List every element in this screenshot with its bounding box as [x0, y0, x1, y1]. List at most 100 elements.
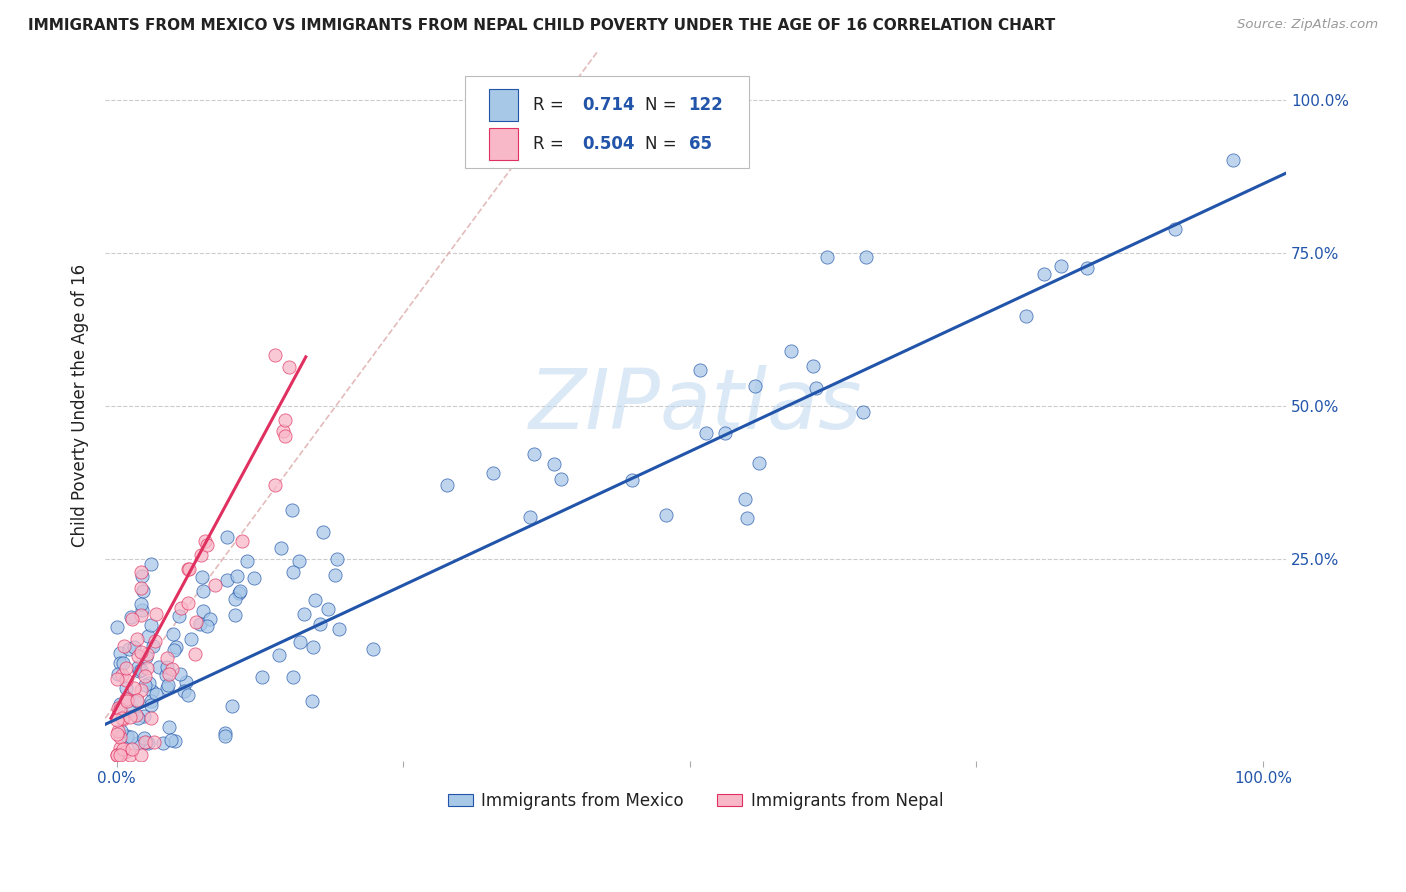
- Point: [143, 634, 166, 648]
- Text: 65: 65: [689, 135, 711, 153]
- Point: [131, 608, 153, 623]
- Point: [180, 632, 202, 646]
- Point: [156, 660, 179, 674]
- Point: [163, 733, 186, 747]
- Point: [744, 378, 766, 392]
- Point: [621, 473, 644, 487]
- Point: [288, 554, 311, 568]
- Point: [118, 747, 141, 762]
- Point: [105, 727, 128, 741]
- Point: [108, 747, 131, 762]
- Point: [280, 503, 302, 517]
- Point: [115, 692, 138, 706]
- Point: [108, 657, 131, 671]
- Point: [271, 425, 294, 439]
- Point: [125, 692, 148, 706]
- Point: [779, 344, 801, 359]
- Point: [115, 729, 138, 743]
- Point: [1163, 221, 1185, 235]
- Point: [131, 581, 153, 595]
- Point: [193, 604, 215, 618]
- Point: [145, 687, 167, 701]
- Point: [129, 597, 152, 611]
- Bar: [489, 88, 519, 120]
- Point: [243, 571, 266, 585]
- Point: [309, 616, 332, 631]
- Point: [852, 405, 875, 419]
- Point: [815, 250, 838, 264]
- Point: [115, 694, 138, 708]
- Point: [117, 691, 139, 706]
- Point: [105, 620, 128, 634]
- Point: [204, 578, 226, 592]
- Point: [120, 610, 142, 624]
- Point: [156, 681, 179, 695]
- Point: [436, 478, 458, 492]
- Point: [127, 632, 149, 646]
- Point: [134, 735, 156, 749]
- Point: [655, 508, 678, 522]
- Point: [112, 712, 135, 726]
- Point: [215, 573, 238, 587]
- Point: [326, 551, 349, 566]
- Text: Source: ZipAtlas.com: Source: ZipAtlas.com: [1237, 18, 1378, 31]
- Point: [713, 425, 735, 440]
- Point: [114, 681, 136, 695]
- Point: [138, 676, 160, 690]
- Point: [214, 729, 236, 743]
- Point: [111, 711, 134, 725]
- Legend: Immigrants from Mexico, Immigrants from Nepal: Immigrants from Mexico, Immigrants from …: [441, 785, 950, 817]
- Text: IMMIGRANTS FROM MEXICO VS IMMIGRANTS FROM NEPAL CHILD POVERTY UNDER THE AGE OF 1: IMMIGRANTS FROM MEXICO VS IMMIGRANTS FRO…: [28, 18, 1056, 33]
- Point: [689, 363, 711, 377]
- Point: [290, 635, 312, 649]
- Text: N =: N =: [645, 135, 688, 153]
- Point: [129, 683, 152, 698]
- Point: [135, 650, 157, 665]
- Point: [748, 456, 770, 470]
- Point: [200, 612, 222, 626]
- Text: R =: R =: [533, 95, 574, 113]
- Point: [277, 360, 299, 375]
- Point: [176, 596, 198, 610]
- Point: [112, 639, 135, 653]
- Point: [855, 250, 877, 264]
- Point: [193, 583, 215, 598]
- Point: [190, 570, 212, 584]
- Point: [304, 592, 326, 607]
- Point: [157, 720, 180, 734]
- Point: [121, 742, 143, 756]
- Point: [136, 661, 159, 675]
- Bar: [489, 128, 519, 160]
- Point: [312, 524, 335, 539]
- Point: [194, 534, 217, 549]
- Point: [169, 666, 191, 681]
- Point: [157, 666, 180, 681]
- Point: [129, 645, 152, 659]
- Point: [176, 561, 198, 575]
- Point: [281, 565, 304, 579]
- Point: [482, 466, 505, 480]
- Point: [145, 607, 167, 622]
- Point: [114, 661, 136, 675]
- Point: [110, 723, 132, 738]
- Point: [107, 672, 129, 686]
- Point: [160, 662, 183, 676]
- Point: [127, 660, 149, 674]
- Point: [550, 472, 572, 486]
- Point: [160, 733, 183, 747]
- Point: [138, 629, 160, 643]
- Point: [264, 348, 287, 362]
- Point: [195, 618, 218, 632]
- Point: [323, 568, 346, 582]
- Point: [105, 747, 128, 762]
- Point: [131, 569, 153, 583]
- Point: [131, 603, 153, 617]
- Point: [1015, 309, 1038, 323]
- Point: [135, 735, 157, 749]
- Point: [129, 565, 152, 579]
- Point: [127, 648, 149, 663]
- Point: [328, 622, 350, 636]
- Point: [231, 533, 253, 548]
- Point: [801, 359, 824, 374]
- Point: [118, 642, 141, 657]
